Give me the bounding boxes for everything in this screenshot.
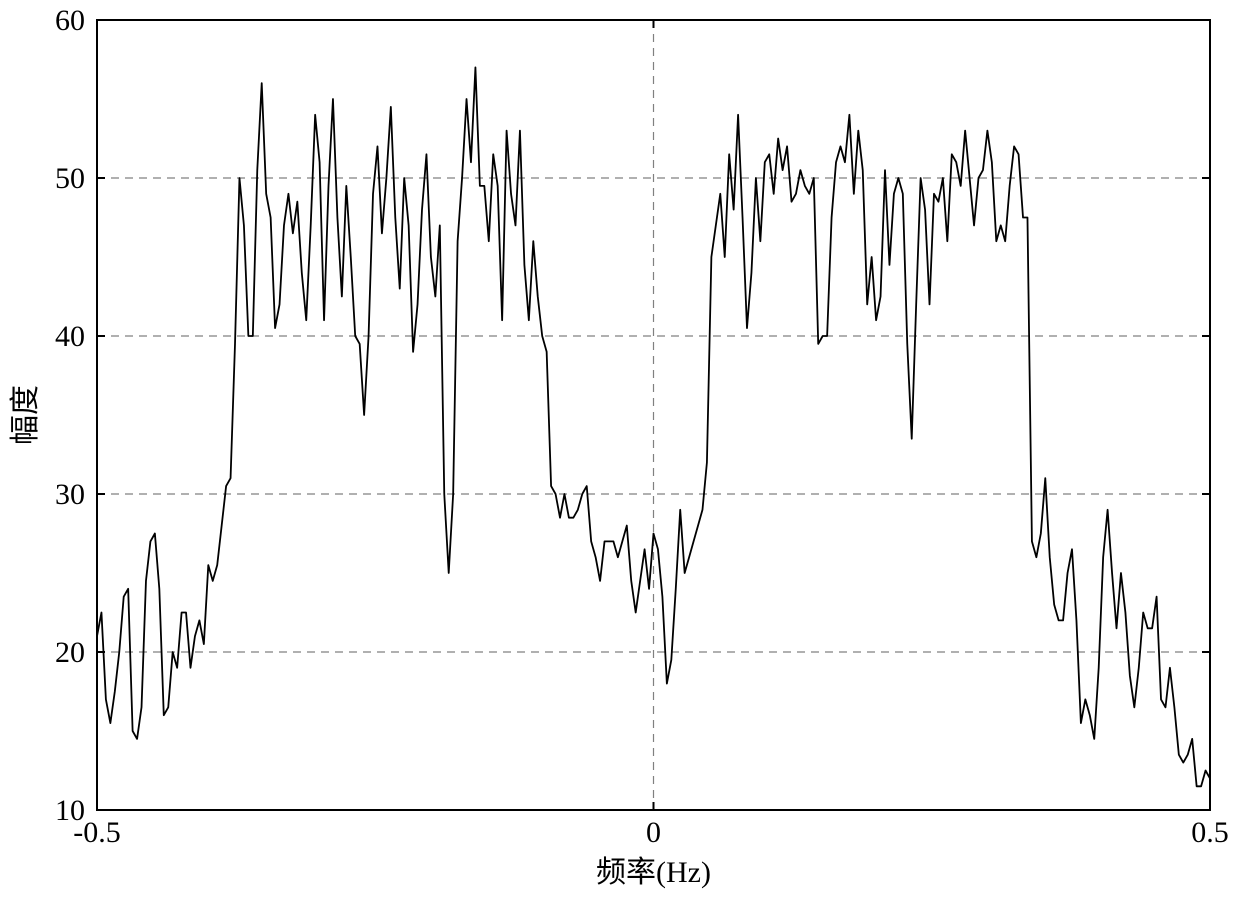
xtick-label: 0.5	[1191, 816, 1229, 849]
spectrum-chart: -0.500.5102030405060频率(Hz)幅度	[0, 0, 1240, 905]
y-axis-label: 幅度	[9, 385, 42, 445]
chart-svg: -0.500.5102030405060频率(Hz)幅度	[0, 0, 1240, 905]
ytick-label: 50	[55, 162, 85, 195]
ytick-label: 20	[55, 636, 85, 669]
ytick-label: 40	[55, 320, 85, 353]
xtick-label: 0	[646, 816, 661, 849]
ytick-label: 30	[55, 478, 85, 511]
x-axis-label: 频率(Hz)	[596, 856, 711, 889]
ytick-label: 60	[55, 4, 85, 37]
ytick-label: 10	[55, 794, 85, 827]
